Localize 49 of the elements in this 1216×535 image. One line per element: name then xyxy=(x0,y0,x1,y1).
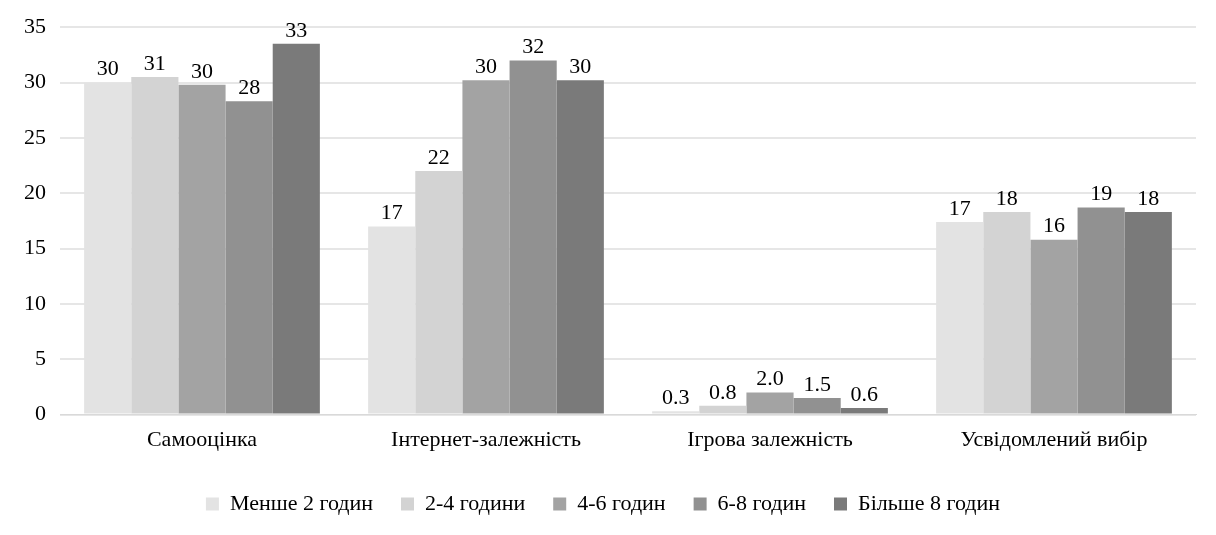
data-label: 30 xyxy=(475,53,497,79)
y-tick-label: 25 xyxy=(24,123,46,149)
y-tick-label: 0 xyxy=(35,400,46,426)
data-label: 16 xyxy=(1043,212,1065,238)
data-label: 33 xyxy=(285,16,308,42)
bar xyxy=(462,80,510,414)
data-label: 22 xyxy=(427,143,450,169)
data-label: 18 xyxy=(1137,184,1160,210)
data-label: 1.5 xyxy=(803,370,831,396)
bar xyxy=(556,80,604,414)
bar xyxy=(509,60,557,414)
x-tick-label: Ігрова залежність xyxy=(687,425,853,451)
data-label: 19 xyxy=(1090,180,1113,206)
legend-label: 6-8 годин xyxy=(717,489,807,515)
bar xyxy=(1077,207,1125,414)
bar xyxy=(793,398,841,414)
x-tick-label: Інтернет-залежність xyxy=(391,425,581,451)
bar xyxy=(272,43,320,414)
y-tick-label: 20 xyxy=(24,179,46,205)
data-label: 0.8 xyxy=(709,378,737,404)
y-tick-label: 10 xyxy=(24,289,46,315)
data-label: 0.3 xyxy=(661,384,690,410)
x-tick-label: Самооцінка xyxy=(146,425,258,451)
bar xyxy=(1124,212,1172,414)
data-label: 30 xyxy=(96,55,119,81)
bar xyxy=(1030,239,1078,414)
x-tick-label: Усвідомлений вибір xyxy=(960,425,1148,451)
data-label: 30 xyxy=(569,53,592,79)
y-tick-label: 15 xyxy=(24,234,46,260)
data-label: 2.0 xyxy=(756,365,784,391)
data-label: 30 xyxy=(191,57,213,83)
legend-label: 4-6 годин xyxy=(577,489,666,515)
y-tick-label: 5 xyxy=(35,345,46,371)
y-tick-label: 35 xyxy=(24,12,46,38)
legend-label: Більше 8 годин xyxy=(858,489,1001,515)
bar xyxy=(178,84,226,414)
data-label: 18 xyxy=(995,184,1018,210)
data-label: 28 xyxy=(238,74,261,100)
legend-label: Менше 2 годин xyxy=(229,489,374,515)
bar xyxy=(225,101,273,414)
data-label: 17 xyxy=(380,199,403,225)
legend-label: 2-4 години xyxy=(425,489,526,515)
bar xyxy=(746,392,794,414)
data-label: 0.6 xyxy=(850,380,879,406)
data-label: 17 xyxy=(948,194,971,220)
y-tick-label: 30 xyxy=(24,68,46,94)
data-label: 31 xyxy=(143,49,166,75)
data-label: 32 xyxy=(522,33,545,59)
bar xyxy=(840,407,888,414)
